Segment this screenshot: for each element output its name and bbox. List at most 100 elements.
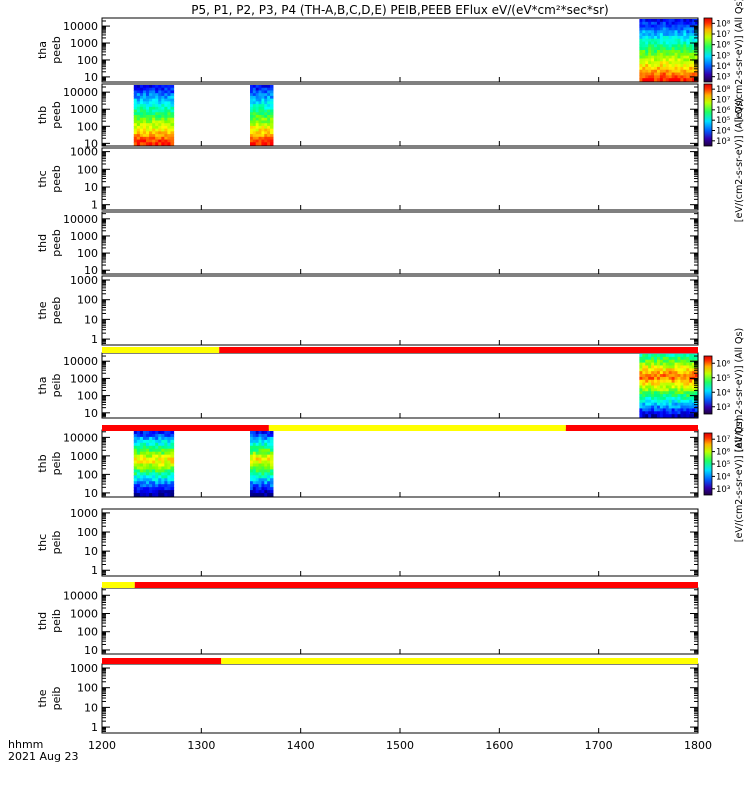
colorbar-tick-label: 10⁶ xyxy=(716,448,731,458)
spectrogram-cell xyxy=(648,396,652,401)
spectrogram-cell xyxy=(267,95,271,100)
spectrogram-cell xyxy=(671,365,676,369)
spectrogram-cell xyxy=(164,487,169,491)
spectrogram-cell xyxy=(662,21,667,26)
spectrogram-cell xyxy=(645,24,649,29)
spectrogram-cell xyxy=(164,142,169,146)
spectrogram-cell xyxy=(642,66,646,71)
spectrogram-cell xyxy=(671,379,676,384)
panel-label-product: peeb xyxy=(50,36,63,64)
spectrogram-cell xyxy=(692,69,696,74)
spectrogram-cell xyxy=(648,78,652,82)
spectrogram-cell xyxy=(252,454,257,459)
spectrogram-cell xyxy=(648,411,652,415)
spectrogram-cell xyxy=(656,379,661,384)
spectrogram-cell xyxy=(692,50,696,54)
spectrogram-cell xyxy=(258,115,263,119)
spectrogram-cell xyxy=(142,487,147,491)
spectrogram-cell xyxy=(680,379,684,384)
spectrogram-cell xyxy=(255,490,260,494)
spectrogram-cell xyxy=(654,78,658,82)
spectrogram-cell xyxy=(142,439,147,444)
spectrogram-cell xyxy=(686,44,690,48)
spectrogram-cell xyxy=(662,19,667,23)
spectrogram-cell xyxy=(639,66,643,71)
spectrogram-cell xyxy=(164,484,169,488)
spectrogram-cell xyxy=(692,78,696,82)
spectrogram-cell xyxy=(662,44,667,48)
spectrogram-cell xyxy=(645,368,649,372)
spectrogram-cell xyxy=(261,93,265,97)
spectrogram-cell xyxy=(261,433,265,438)
spectrogram-cell xyxy=(258,460,263,465)
spectrogram-cell xyxy=(136,433,141,438)
spectrogram-cell xyxy=(270,101,274,105)
spectrogram-cell xyxy=(639,414,643,418)
spectrogram-cell xyxy=(648,24,652,29)
spectrogram-cell xyxy=(686,61,690,65)
spectrogram-cell xyxy=(654,64,658,68)
spectrogram-cell xyxy=(659,376,664,381)
spectrogram-cell xyxy=(250,457,254,462)
spectrogram-cell xyxy=(267,101,271,105)
spectrogram-cell xyxy=(142,112,147,116)
spectrogram-cell xyxy=(139,101,144,105)
spectrogram-cell xyxy=(662,50,667,54)
spectrogram-cell xyxy=(645,388,649,392)
spectrogram-cell xyxy=(264,490,268,494)
panel-label-product: peib xyxy=(50,609,63,633)
spectrogram-cell xyxy=(662,385,667,389)
spectrogram-cell xyxy=(133,478,138,482)
spectrogram-cell xyxy=(255,115,260,119)
spectrogram-cell xyxy=(654,33,658,37)
spectrogram-cell xyxy=(149,431,153,435)
spectrogram-cell xyxy=(671,371,676,375)
spectrogram-cell xyxy=(671,38,676,43)
spectrogram-cell xyxy=(689,379,693,384)
spectrogram-cell xyxy=(250,436,254,441)
spectrogram-cell xyxy=(152,90,156,94)
spectrogram-cell xyxy=(170,85,175,89)
spectrogram-cell xyxy=(642,356,646,361)
colorbar-tick-label: 10⁸ xyxy=(716,19,731,29)
spectrogram-cell xyxy=(161,475,165,479)
spectrogram-cell xyxy=(686,374,690,378)
spectrogram-cell xyxy=(674,408,679,412)
y-tick-label: 1000 xyxy=(70,37,98,50)
spectrogram-cell xyxy=(133,112,138,116)
spectrogram-cell xyxy=(258,142,263,146)
spectrogram-cell xyxy=(683,365,687,369)
spectrogram-cell xyxy=(659,382,664,387)
spectrogram-cell xyxy=(146,469,150,473)
spectrogram-cell xyxy=(677,75,682,79)
spectrogram-cell xyxy=(648,58,652,62)
spectrogram-cell xyxy=(648,35,652,40)
spectrogram-cell xyxy=(161,142,165,146)
spectrogram-cell xyxy=(142,104,147,108)
spectrogram-cell xyxy=(686,33,690,37)
spectrogram-cell xyxy=(689,362,693,367)
spectrogram-cell xyxy=(250,466,254,470)
spectrogram-cell xyxy=(651,78,655,82)
y-tick-label: 10 xyxy=(84,181,98,194)
spectrogram-cell xyxy=(258,475,263,479)
spectrogram-cell xyxy=(668,44,673,48)
spectrogram-cell xyxy=(164,457,169,462)
spectrogram-cell xyxy=(645,19,649,23)
spectrogram-cell xyxy=(142,134,147,138)
spectrogram-cell xyxy=(155,131,159,135)
spectrogram-cell xyxy=(665,365,670,369)
spectrogram-cell xyxy=(252,90,257,94)
spectrogram-cell xyxy=(665,35,670,40)
spectrogram-cell xyxy=(662,33,667,37)
spectrogram-cell xyxy=(692,368,696,372)
spectrogram-cell xyxy=(161,139,165,143)
spectrogram-cell xyxy=(665,19,670,23)
spectrogram-cell xyxy=(665,362,670,367)
spectrogram-cell xyxy=(642,27,646,31)
spectrogram-cell xyxy=(136,87,141,92)
spectrogram-cell xyxy=(662,396,667,401)
spectrogram-cell xyxy=(665,402,670,407)
